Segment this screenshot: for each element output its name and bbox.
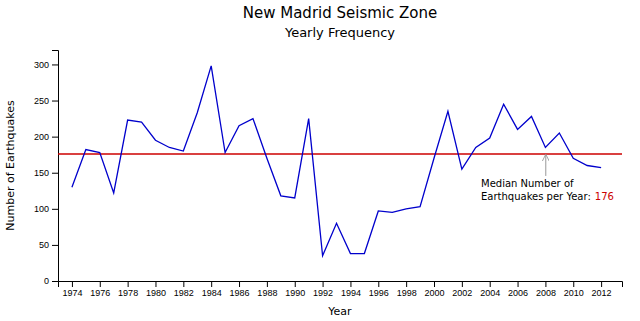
y-tick-mark [52,245,58,246]
x-tick: 1984 [202,281,222,298]
x-tick-mark [601,281,602,287]
x-tick-label: 2002 [452,288,472,298]
x-tick: 1992 [313,281,333,298]
x-tick: 1994 [341,281,361,298]
x-tick-mark [573,281,574,287]
x-tick-mark [100,281,101,287]
x-tick-mark [406,281,407,287]
x-tick: 2010 [564,281,584,298]
x-tick-label: 1976 [90,288,110,298]
x-tick: 2012 [592,281,612,298]
x-tick-label: 1988 [257,288,277,298]
x-tick: 1978 [118,281,138,298]
x-tick-label: 1998 [397,288,417,298]
x-tick-mark [183,281,184,287]
title: New Madrid Seismic Zone [243,4,437,22]
y-axis-title: Number of Earthquakes [4,100,17,231]
x-tick: 1990 [285,281,305,298]
y-tick-label: 200 [34,132,49,142]
x-axis-title: Year [327,305,352,318]
marks [58,66,622,256]
x-tick-mark [518,281,519,287]
y-tick-label: 0 [44,276,49,286]
x-tick: 1974 [62,281,82,298]
y-tick: 50 [39,240,58,250]
x-tick: 2004 [480,281,500,298]
x-tick-mark [545,281,546,287]
y-tick-mark [52,137,58,138]
x-tick: 1976 [90,281,110,298]
chart: 1974 1976 1978 1980 1982 1984 1986 1988 1990 1992… [0,0,640,321]
x-tick-label: 1990 [285,288,305,298]
y-axis-line [52,51,59,282]
annotation-value: 176 [595,191,614,202]
x-tick-label: 1980 [146,288,166,298]
y-axis: 0 50 100 150 200 250 300 [34,51,59,287]
y-tick: 300 [34,60,58,70]
x-tick-label: 2004 [480,288,500,298]
x-tick-mark [378,281,379,287]
x-tick: 1998 [397,281,417,298]
x-tick: 1986 [230,281,250,298]
x-tick-label: 1974 [62,288,82,298]
y-tick-label: 300 [34,60,49,70]
y-tick: 100 [34,204,58,214]
x-tick-mark [490,281,491,287]
x-tick-mark [267,281,268,287]
x-tick-mark [72,281,73,287]
y-tick-label: 250 [34,96,49,106]
x-tick: 1988 [257,281,277,298]
x-tick-label: 1982 [174,288,194,298]
y-tick: 250 [34,96,58,106]
y-tick: 150 [34,168,58,178]
x-axis: 1974 1976 1978 1980 1982 1984 1986 1988 1990 1992… [59,281,623,298]
y-tick-mark [52,281,58,282]
x-tick-label: 2000 [424,288,444,298]
line [72,66,601,256]
y-tick-mark [52,64,58,65]
plot-area: 1974 1976 1978 1980 1982 1984 1986 1988 1990 1992… [34,51,623,299]
annotation-text: Median Number ofEarthquakes per Year: [481,178,591,203]
x-tick: 2006 [508,281,528,298]
x-tick: 2000 [424,281,444,298]
x-tick-label: 1996 [369,288,389,298]
y-tick-mark [52,101,58,102]
x-tick-mark [239,281,240,287]
x-tick: 1982 [174,281,194,298]
y-tick-mark [52,209,58,210]
x-tick-label: 2006 [508,288,528,298]
annotation-arrow [545,155,546,176]
y-tick-mark [52,173,58,174]
x-tick-label: 1984 [202,288,222,298]
y-tick-label: 100 [34,204,49,214]
x-tick-mark [155,281,156,287]
x-tick: 1980 [146,281,166,298]
y-tick: 200 [34,132,58,142]
x-tick: 1996 [369,281,389,298]
x-tick-label: 1978 [118,288,138,298]
x-tick-mark [211,281,212,287]
x-tick-label: 1994 [341,288,361,298]
y-tick-label: 150 [34,168,49,178]
x-tick-label: 2008 [536,288,556,298]
x-tick: 2002 [452,281,472,298]
x-axis-line [59,282,623,288]
x-tick-mark [323,281,324,287]
x-tick-mark [434,281,435,287]
x-tick-label: 2012 [592,288,612,298]
y-tick-label: 50 [39,240,49,250]
x-tick-mark [350,281,351,287]
x-tick: 2008 [536,281,556,298]
annotation: Median Number ofEarthquakes per Year: 176 [481,155,614,203]
median-line [58,153,622,155]
x-tick-mark [295,281,296,287]
x-tick-label: 1992 [313,288,333,298]
x-tick-label: 2010 [564,288,584,298]
y-tick: 0 [44,276,58,286]
x-tick-label: 1986 [230,288,250,298]
x-tick-mark [462,281,463,287]
subtitle: Yearly Frequency [284,25,395,40]
x-tick-mark [128,281,129,287]
